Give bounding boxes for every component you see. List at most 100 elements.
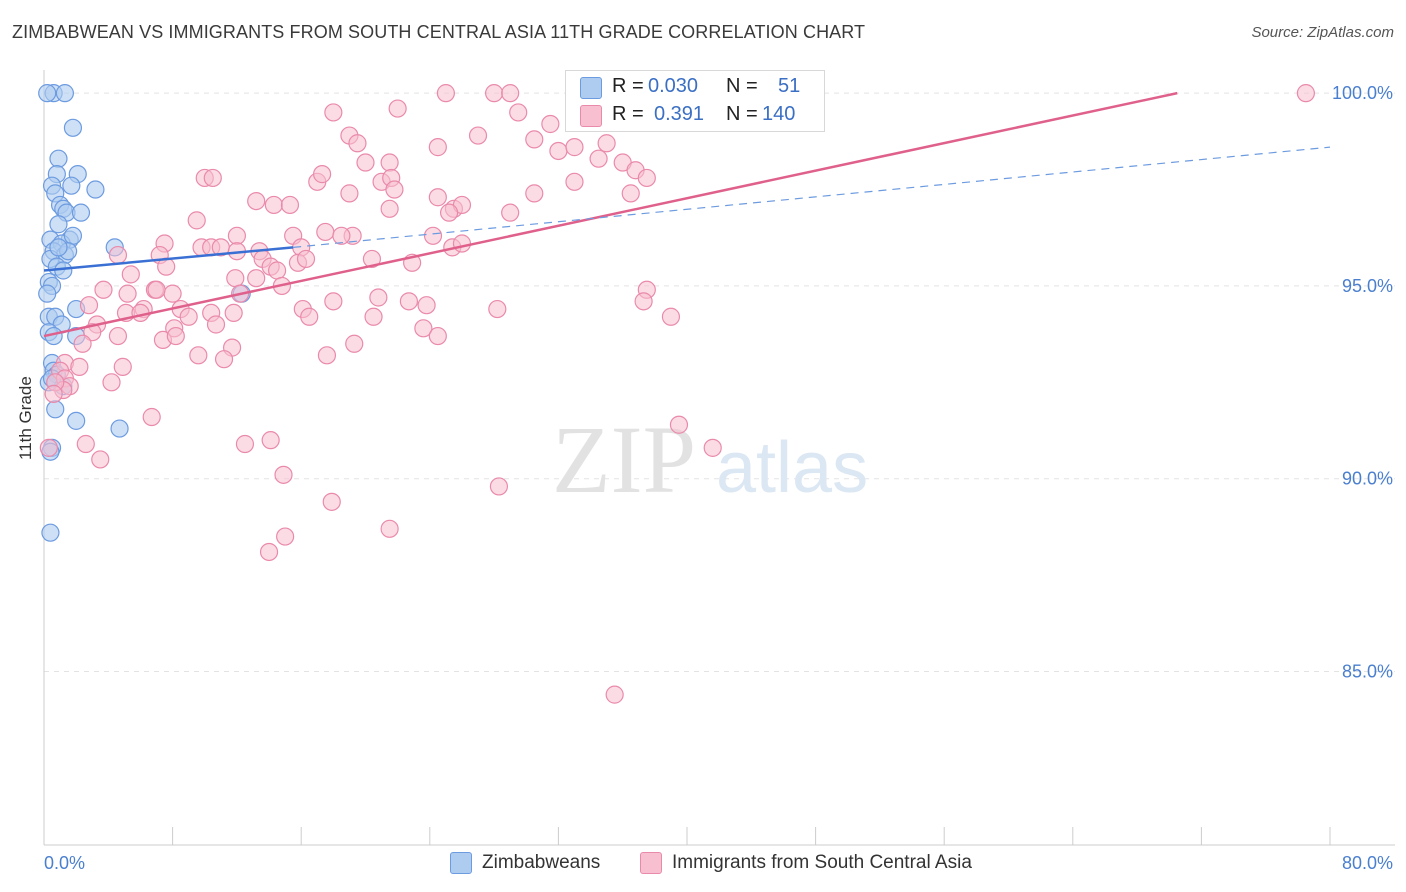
data-point	[525, 184, 544, 203]
data-point	[189, 346, 208, 365]
data-point	[67, 411, 86, 430]
legend-swatch-pink	[580, 105, 602, 127]
data-point	[380, 153, 399, 172]
data-point	[214, 350, 234, 369]
data-point	[280, 195, 300, 215]
data-point	[439, 203, 459, 222]
data-point	[332, 226, 351, 245]
data-point	[102, 373, 121, 392]
data-point	[380, 199, 399, 218]
data-point	[485, 84, 504, 103]
data-point	[637, 168, 656, 188]
data-point	[356, 153, 375, 172]
series-south-central-asia	[39, 84, 1315, 704]
x-tick-labels: 0.0% 80.0%	[44, 853, 1393, 873]
data-point	[428, 188, 447, 207]
data-point	[121, 265, 140, 284]
data-point	[49, 215, 68, 234]
data-point	[669, 415, 689, 434]
data-point	[324, 292, 343, 311]
legend-n-label: N =	[726, 75, 758, 97]
data-point	[1296, 84, 1315, 103]
chart-title: ZIMBABWEAN VS IMMIGRANTS FROM SOUTH CENT…	[12, 22, 866, 42]
data-point	[661, 307, 681, 326]
data-point	[86, 180, 105, 199]
data-point	[362, 249, 382, 269]
data-point	[39, 438, 58, 457]
data-point	[63, 118, 83, 137]
trend-line-zimbabweans	[43, 246, 294, 272]
trend-line-zimbabweans-extension	[293, 146, 1331, 248]
data-point	[388, 99, 407, 118]
data-point	[468, 126, 488, 145]
data-point	[163, 284, 182, 303]
data-point	[417, 296, 436, 315]
watermark: ZIP atlas	[552, 406, 868, 513]
data-point	[345, 334, 364, 353]
gridlines	[44, 92, 1395, 672]
data-point	[247, 269, 266, 288]
data-point	[541, 114, 560, 134]
trend-lines	[43, 91, 1331, 338]
y-axis-label: 11th Grade	[16, 376, 35, 460]
data-point	[324, 103, 343, 122]
data-point	[108, 326, 128, 346]
data-point	[276, 527, 295, 546]
data-point	[385, 180, 404, 199]
data-point	[91, 450, 110, 469]
data-point	[110, 419, 129, 438]
legend-n-value: 140	[762, 103, 796, 125]
data-point	[264, 195, 283, 215]
data-point	[589, 149, 608, 168]
data-point	[322, 492, 341, 511]
data-point	[296, 249, 316, 269]
trend-line-south-central-asia	[43, 91, 1178, 338]
stats-legend: R = 0.030 N = 51 R = 0.391 N = 140	[565, 70, 825, 132]
watermark-atlas: atlas	[716, 428, 868, 508]
data-point	[187, 211, 206, 230]
data-point	[227, 226, 246, 245]
data-point	[113, 357, 132, 376]
data-point	[206, 315, 226, 334]
data-point	[634, 292, 653, 311]
data-point	[71, 203, 91, 222]
data-point	[509, 103, 528, 122]
data-point	[348, 134, 367, 153]
data-point	[501, 84, 520, 103]
y-tick-labels: 100.0% 95.0% 90.0% 85.0%	[1332, 83, 1393, 681]
data-point	[436, 84, 455, 103]
data-point	[49, 238, 68, 257]
legend-swatch-blue	[450, 852, 472, 874]
data-point	[46, 400, 65, 419]
data-point	[94, 280, 113, 299]
legend-n-label: N =	[726, 103, 758, 125]
legend-r-value: 0.391	[654, 103, 705, 125]
data-point	[597, 134, 616, 153]
x-tick-label: 0.0%	[44, 853, 85, 873]
data-point	[49, 149, 68, 168]
data-point	[70, 357, 89, 376]
data-point	[380, 519, 399, 538]
y-tick-label: 90.0%	[1342, 469, 1393, 489]
data-point	[369, 288, 388, 307]
data-point	[259, 542, 279, 562]
data-point	[428, 138, 447, 157]
data-point	[525, 130, 544, 149]
data-point	[108, 245, 128, 265]
data-point	[179, 307, 198, 326]
data-point	[428, 326, 447, 346]
data-point	[224, 303, 243, 323]
legend-r-value: 0.030	[648, 75, 699, 97]
data-point	[62, 176, 81, 195]
legend-label: Immigrants from South Central Asia	[672, 852, 972, 873]
data-point	[267, 261, 287, 280]
legend-r-label: R =	[612, 103, 644, 125]
legend-r-label: R =	[612, 75, 644, 97]
data-point	[300, 307, 319, 326]
y-tick-label: 85.0%	[1342, 661, 1393, 681]
data-point	[79, 296, 99, 315]
data-point	[423, 226, 443, 245]
data-point	[703, 438, 722, 457]
data-point	[549, 141, 568, 161]
